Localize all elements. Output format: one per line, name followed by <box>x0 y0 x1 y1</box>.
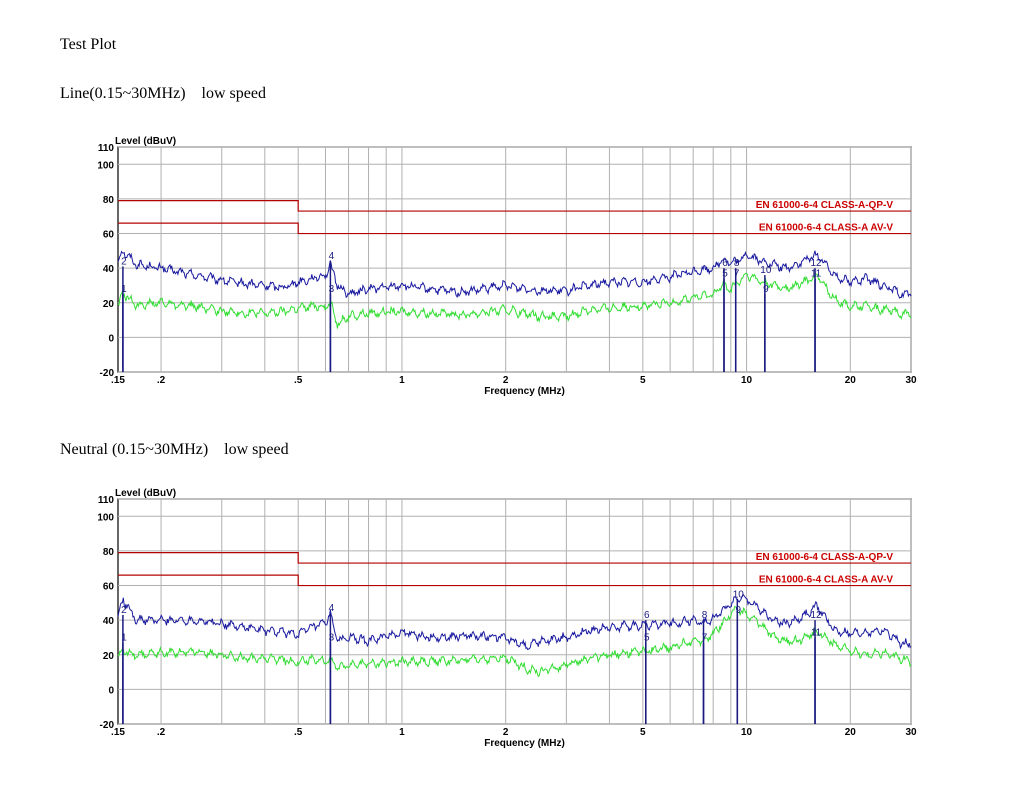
y-tick-label: 110 <box>98 495 115 506</box>
average-trace <box>117 605 912 678</box>
marker-label: 1 <box>121 633 127 644</box>
marker-label: 7 <box>734 269 740 280</box>
neutral-plot-caption: Neutral (0.15~30MHz) low speed <box>60 441 289 458</box>
y-tick-label: 0 <box>108 685 114 696</box>
x-tick-label: 2 <box>503 375 509 386</box>
peak-trace <box>117 594 912 651</box>
marker-label: 12 <box>810 610 822 621</box>
y-tick-label: 80 <box>103 547 115 558</box>
av-limit-line <box>118 574 911 587</box>
x-tick-label: 20 <box>845 727 857 738</box>
y-tick-label: 20 <box>103 299 115 310</box>
marker-label: 11 <box>811 627 822 638</box>
y-tick-label: 100 <box>97 512 114 523</box>
marker-label: 9 <box>736 605 742 616</box>
x-tick-label: 1 <box>399 375 405 386</box>
x-tick-label: 5 <box>640 375 646 386</box>
line-plot-caption: Line(0.15~30MHz) low speed <box>60 85 266 102</box>
y-tick-label: 60 <box>103 230 115 241</box>
marker-label: 9 <box>763 284 769 295</box>
plot-area <box>117 498 912 725</box>
marker-label: 7 <box>702 633 708 644</box>
average-trace <box>117 270 912 329</box>
x-tick-label: .5 <box>294 375 303 386</box>
plot-area <box>117 146 912 373</box>
av-limit-line <box>118 222 911 235</box>
qp-limit-line <box>118 552 911 564</box>
y-axis-label: Level (dBuV) <box>115 136 176 147</box>
marker-label: 2 <box>121 605 127 616</box>
x-axis-label: Frequency (MHz) <box>484 386 565 397</box>
marker-label: 1 <box>121 284 127 295</box>
marker-label: 10 <box>733 589 745 600</box>
x-tick-label: 1 <box>399 727 405 738</box>
y-tick-label: -20 <box>100 720 115 731</box>
marker-label: 2 <box>121 256 127 267</box>
marker-label: 10 <box>760 265 772 276</box>
marker-label: 3 <box>329 633 335 644</box>
y-tick-label: 0 <box>108 333 114 344</box>
y-tick-label: 110 <box>98 143 115 154</box>
marker-label: 6 <box>644 610 650 621</box>
x-tick-label: 2 <box>503 727 509 738</box>
x-tick-label: .15 <box>111 375 125 386</box>
marker-label: 11 <box>811 269 822 280</box>
y-tick-label: 80 <box>103 195 115 206</box>
marker-label: 5 <box>644 633 650 644</box>
qp-limit-label: EN 61000-6-4 CLASS-A-QP-V <box>756 200 894 211</box>
x-axis-label: Frequency (MHz) <box>484 738 565 749</box>
x-tick-label: .2 <box>157 375 166 386</box>
x-tick-label: 20 <box>845 375 857 386</box>
y-tick-label: 40 <box>103 264 115 275</box>
marker-label: 12 <box>810 258 822 269</box>
y-tick-label: 40 <box>103 616 115 627</box>
y-tick-label: 20 <box>103 651 115 662</box>
marker-label: 5 <box>722 269 728 280</box>
y-tick-label: 100 <box>97 160 114 171</box>
x-tick-label: 5 <box>640 727 646 738</box>
marker-label: 6 <box>722 258 728 269</box>
qp-limit-line <box>118 200 911 212</box>
marker-label: 3 <box>329 284 335 295</box>
av-limit-label: EN 61000-6-4 CLASS-A AV-V <box>759 223 893 234</box>
marker-label: 8 <box>734 258 740 269</box>
x-tick-label: 10 <box>741 375 753 386</box>
av-limit-label: EN 61000-6-4 CLASS-A AV-V <box>759 575 893 586</box>
peak-trace <box>117 250 912 299</box>
x-tick-label: 30 <box>905 375 917 386</box>
x-tick-label: 10 <box>741 727 753 738</box>
y-tick-label: 60 <box>103 582 115 593</box>
x-tick-label: .5 <box>294 727 303 738</box>
x-tick-label: .2 <box>157 727 166 738</box>
x-tick-label: .15 <box>111 727 125 738</box>
marker-label: 8 <box>702 610 708 621</box>
x-tick-label: 30 <box>905 727 917 738</box>
page-heading: Test Plot <box>60 36 117 53</box>
y-tick-label: -20 <box>100 368 115 379</box>
marker-label: 4 <box>329 251 335 262</box>
y-axis-label: Level (dBuV) <box>115 488 176 499</box>
qp-limit-label: EN 61000-6-4 CLASS-A-QP-V <box>756 552 894 563</box>
marker-label: 4 <box>329 603 335 614</box>
